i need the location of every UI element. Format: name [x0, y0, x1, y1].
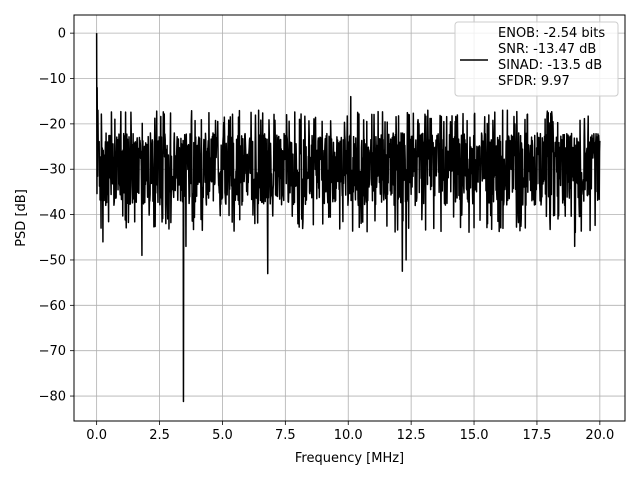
- y-tick-label: −60: [39, 299, 66, 314]
- psd-series-line: [95, 33, 601, 403]
- y-tick-label: −10: [39, 72, 66, 87]
- y-axis-label: PSD [dB]: [14, 189, 29, 247]
- x-tick-label: 15.0: [460, 428, 489, 443]
- x-tick-label: 7.5: [275, 428, 296, 443]
- plot-data: [95, 33, 601, 403]
- legend-entry-line: SFDR: 9.97: [498, 74, 570, 89]
- legend-entry-line: SNR: -13.47 dB: [498, 42, 596, 57]
- x-tick-label: 12.5: [397, 428, 426, 443]
- y-tick-label: −40: [39, 208, 66, 223]
- y-axis-ticks: 0 −10 −20 −30 −40 −50 −60 −70 −80: [39, 27, 74, 405]
- y-tick-label: −20: [39, 117, 66, 132]
- x-axis-ticks: 0.0 2.5 5.0 7.5 10.0 12.5 15.0 17.5 20.0: [86, 421, 614, 443]
- x-tick-label: 5.0: [212, 428, 233, 443]
- y-tick-label: −80: [39, 390, 66, 405]
- x-axis-label: Frequency [MHz]: [295, 451, 404, 466]
- axes-frame: [73, 14, 626, 422]
- x-tick-label: 0.0: [86, 428, 107, 443]
- legend-entry-line: ENOB: -2.54 bits: [498, 26, 605, 41]
- y-tick-label: −30: [39, 163, 66, 178]
- x-tick-label: 2.5: [149, 428, 170, 443]
- legend: ENOB: -2.54 bits SNR: -13.47 dB SINAD: -13…: [454, 21, 619, 97]
- legend-entry-label: ENOB: -2.54 bits SNR: -13.47 dB SINAD: -13…: [498, 26, 605, 89]
- legend-box: [454, 21, 619, 97]
- legend-entry-line: SINAD: -13.5 dB: [498, 58, 602, 73]
- y-tick-label: −50: [39, 253, 66, 268]
- y-tick-label: 0: [58, 27, 66, 42]
- x-tick-label: 10.0: [334, 428, 363, 443]
- x-tick-label: 20.0: [585, 428, 614, 443]
- x-tick-label: 17.5: [522, 428, 551, 443]
- y-tick-label: −70: [39, 344, 66, 359]
